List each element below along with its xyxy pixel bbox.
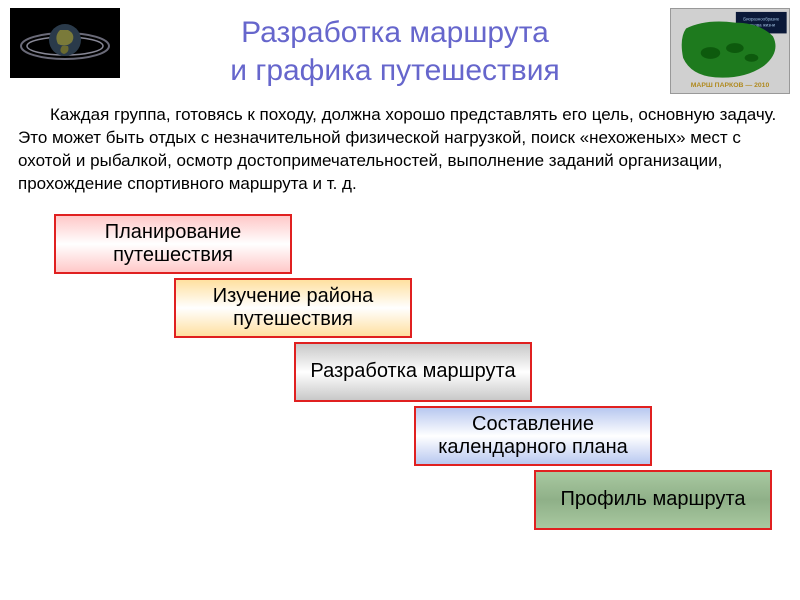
logo-right-parks: Биоразнообразие основа жизни МАРШ ПАРКОВ… (670, 8, 790, 94)
step-box-3: Разработка маршрута (294, 342, 532, 402)
step-label: Составление календарного плана (422, 413, 644, 459)
header-row: Разработка маршрута и графика путешестви… (0, 0, 800, 94)
body-paragraph: Каждая группа, готовясь к походу, должна… (0, 94, 800, 196)
title-line-2: и графика путешествия (120, 52, 670, 90)
step-label: Планирование путешествия (62, 221, 284, 267)
stair-diagram: Планирование путешествия Изучение района … (0, 214, 800, 534)
step-box-5: Профиль маршрута (534, 470, 772, 530)
step-label: Профиль маршрута (561, 488, 746, 511)
step-box-1: Планирование путешествия (54, 214, 292, 274)
step-label: Разработка маршрута (310, 360, 515, 383)
logo-left-globe (10, 8, 120, 78)
svg-text:МАРШ ПАРКОВ — 2010: МАРШ ПАРКОВ — 2010 (691, 82, 770, 89)
page-title: Разработка маршрута и графика путешестви… (120, 8, 670, 89)
svg-text:Биоразнообразие: Биоразнообразие (743, 17, 780, 22)
step-box-2: Изучение района путешествия (174, 278, 412, 338)
title-line-1: Разработка маршрута (120, 14, 670, 52)
step-label: Изучение района путешествия (182, 285, 404, 331)
step-box-4: Составление календарного плана (414, 406, 652, 466)
